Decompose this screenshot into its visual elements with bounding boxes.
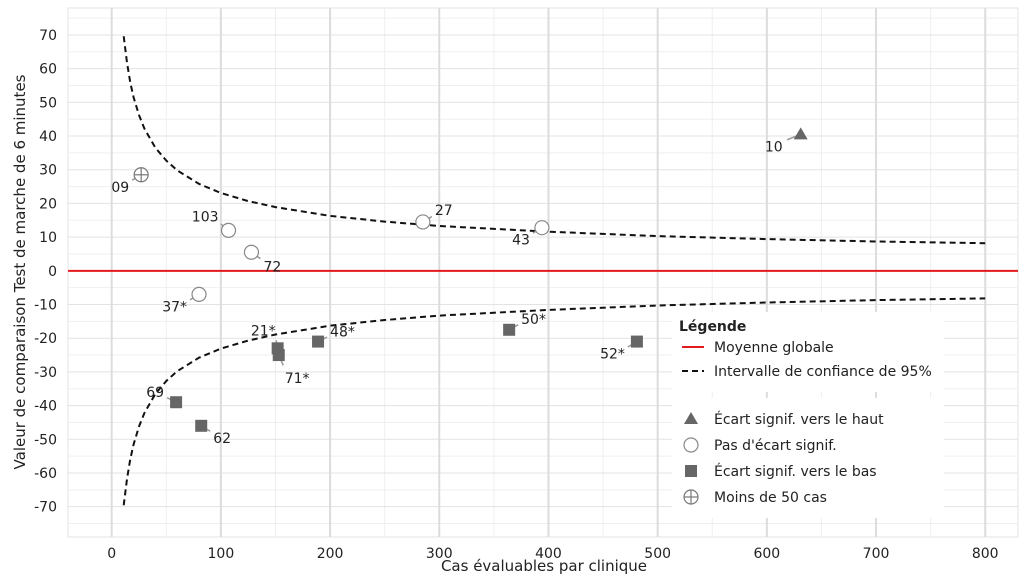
legend-item-label: Écart signif. vers le haut: [714, 411, 884, 428]
circle-plus-marker: [133, 167, 149, 183]
legend-box-lines: [672, 312, 944, 392]
legend-item-label: Écart signif. vers le bas: [714, 463, 877, 480]
y-axis-label: Valeur de comparaison Test de marche de …: [11, 74, 29, 469]
y-tick-label: -30: [34, 365, 57, 381]
x-tick-label: 0: [107, 546, 116, 562]
point-label: 43: [512, 233, 530, 249]
point-label: 27: [435, 203, 453, 219]
x-tick-label: 300: [426, 546, 453, 562]
square-marker: [272, 349, 285, 362]
point-label: 69: [146, 385, 164, 401]
y-tick-label: 60: [39, 62, 57, 78]
open-circle-marker: [534, 220, 550, 236]
data-points: [133, 127, 808, 432]
point-labels: 10 103 72 27 43 37* 21* 71* 48* 50* 52* 69 62 09: [111, 139, 782, 446]
circle-plus-marker: [683, 489, 699, 505]
y-tick-label: -10: [34, 298, 57, 314]
y-tick-label: 30: [39, 163, 57, 179]
legend: Légende Moyenne globale Intervalle de con…: [672, 312, 944, 518]
point-label: 48*: [330, 325, 355, 341]
point-label: 52*: [600, 347, 625, 363]
point-label: 71*: [285, 371, 310, 387]
open-circle-marker: [683, 437, 699, 453]
y-tick-label: 20: [39, 196, 57, 212]
y-tick-label: 40: [39, 129, 57, 145]
y-tick-label: 0: [48, 264, 57, 280]
ci-lower-line: [122, 297, 986, 506]
legend-title: Légende: [679, 319, 746, 335]
square-marker: [312, 335, 325, 348]
point-label: 50*: [521, 312, 546, 328]
square-marker: [685, 465, 697, 477]
x-tick-labels: 0 100 200 300 400 500 600 700 800: [107, 546, 998, 562]
legend-item-label: Moyenne globale: [714, 340, 834, 356]
point-label: 103: [192, 209, 219, 225]
triangle-marker: [793, 127, 808, 140]
y-tick-label: 50: [39, 95, 57, 111]
y-tick-label: -50: [34, 432, 57, 448]
point-label: 62: [213, 431, 231, 447]
x-tick-label: 400: [535, 546, 562, 562]
x-tick-label: 700: [863, 546, 890, 562]
legend-box-markers: [672, 398, 944, 518]
x-tick-label: 600: [753, 546, 780, 562]
confidence-interval: [122, 36, 986, 506]
legend-item-label: Pas d'écart signif.: [714, 438, 837, 454]
y-tick-label: -20: [34, 331, 57, 347]
y-tick-label: -40: [34, 399, 57, 415]
square-marker: [195, 419, 208, 432]
square-marker: [170, 396, 183, 409]
ci-upper-line: [122, 36, 986, 245]
open-circle-marker: [415, 214, 431, 230]
point-label: 10: [765, 139, 783, 155]
x-tick-label: 500: [644, 546, 671, 562]
y-tick-label: 70: [39, 28, 57, 44]
point-label: 72: [263, 259, 281, 275]
y-tick-label: 10: [39, 230, 57, 246]
legend-item-label: Intervalle de confiance de 95%: [714, 364, 932, 380]
y-tick-label: -60: [34, 466, 57, 482]
square-marker: [630, 335, 643, 348]
x-tick-label: 200: [317, 546, 344, 562]
x-tick-label: 100: [208, 546, 235, 562]
open-circle-marker: [243, 244, 260, 260]
point-label: 21*: [251, 323, 276, 339]
y-tick-label: -70: [34, 500, 57, 516]
point-label: 09: [111, 180, 129, 196]
point-label: 37*: [162, 299, 187, 315]
legend-item-label: Moins de 50 cas: [714, 490, 827, 506]
square-marker: [503, 323, 516, 336]
y-tick-labels: 70 60 50 40 30 20 10 0 -10 -20 -30 -40 -50 -60 -70: [34, 28, 57, 516]
grid: [67, 7, 1019, 538]
open-circle-marker: [191, 286, 207, 303]
triangle-marker: [684, 412, 698, 424]
x-axis-label: Cas évaluables par clinique: [441, 557, 647, 575]
x-tick-label: 800: [972, 546, 999, 562]
open-circle-marker: [220, 222, 237, 238]
